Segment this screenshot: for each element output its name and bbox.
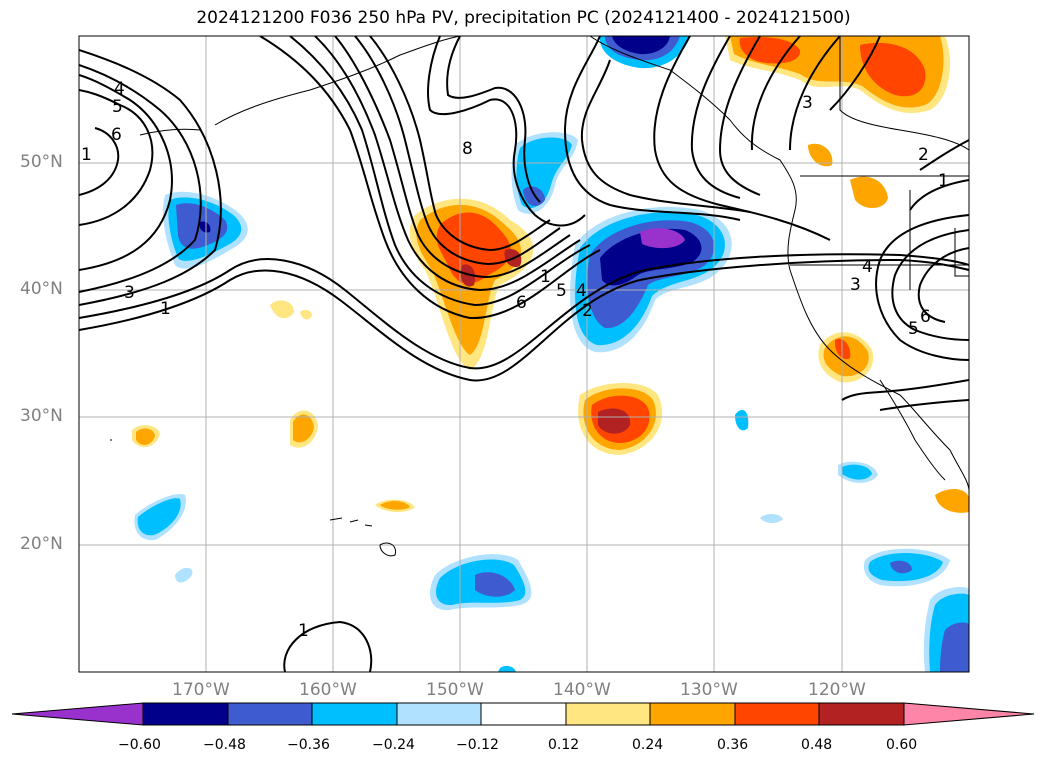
- colorbar-label: −0.36: [287, 737, 330, 753]
- contour-label: 4: [862, 257, 873, 277]
- contour-label: 3: [850, 275, 861, 295]
- contour-label: 6: [516, 293, 527, 313]
- pv-contour-labels: 4 5 6 1 3 1 8 1 6 5 4 2 3 2 1 3 4 6 5 1: [81, 79, 949, 641]
- lon-label-120w: 120°W: [808, 680, 866, 700]
- pv-contours: [79, 36, 969, 672]
- colorbar-extend-high: [903, 702, 1035, 726]
- contour-label: 1: [938, 171, 949, 191]
- lon-label-130w: 130°W: [680, 680, 738, 700]
- lon-label-140w: 140°W: [553, 680, 611, 700]
- map-frame: [78, 35, 970, 673]
- colorbar-label: 0.24: [632, 737, 664, 753]
- map-area: 4 5 6 1 3 1 8 1 6 5 4 2 3 2 1 3 4 6 5 1: [79, 36, 969, 672]
- contour-label: 6: [111, 125, 122, 145]
- colorbar-extend-low: [11, 702, 144, 726]
- contour-label: 4: [576, 281, 587, 301]
- colorbar-label: 0.36: [717, 737, 749, 753]
- precip-positive-anomalies: [132, 36, 969, 513]
- contour-label: 8: [462, 139, 473, 159]
- contour-label: 6: [920, 307, 931, 327]
- colorbar-label: −0.12: [456, 737, 499, 753]
- coastlines: [110, 36, 969, 557]
- contour-label: 1: [540, 267, 551, 287]
- colorbar: [11, 702, 1035, 726]
- contour-label: 1: [298, 621, 309, 641]
- lat-label-40: 40°N: [20, 279, 63, 299]
- lat-label-50: 50°N: [20, 152, 63, 172]
- contour-label: 1: [160, 299, 171, 319]
- lon-label-150w: 150°W: [426, 680, 484, 700]
- contour-label: 5: [556, 281, 567, 301]
- contour-label: 2: [918, 145, 929, 165]
- contour-label: 5: [908, 319, 919, 339]
- colorbar-label: −0.48: [203, 737, 246, 753]
- contour-label: 5: [112, 97, 123, 117]
- colorbar-label: 0.12: [548, 737, 580, 753]
- colorbar-label: 0.60: [886, 737, 918, 753]
- lat-label-30: 30°N: [20, 406, 63, 426]
- lat-label-20: 20°N: [20, 534, 63, 554]
- map-title: 2024121200 F036 250 hPa PV, precipitatio…: [196, 8, 851, 28]
- colorbar-label: −0.60: [118, 737, 161, 753]
- contour-label: 1: [81, 145, 92, 165]
- colorbar-label: −0.24: [372, 737, 415, 753]
- contour-label: 4: [114, 79, 125, 99]
- contour-label: 3: [802, 93, 813, 113]
- colorbar-label: 0.48: [801, 737, 833, 753]
- contour-label: 3: [124, 283, 135, 303]
- lon-label-170w: 170°W: [172, 680, 230, 700]
- contour-label: 2: [582, 301, 593, 321]
- lon-label-160w: 160°W: [299, 680, 357, 700]
